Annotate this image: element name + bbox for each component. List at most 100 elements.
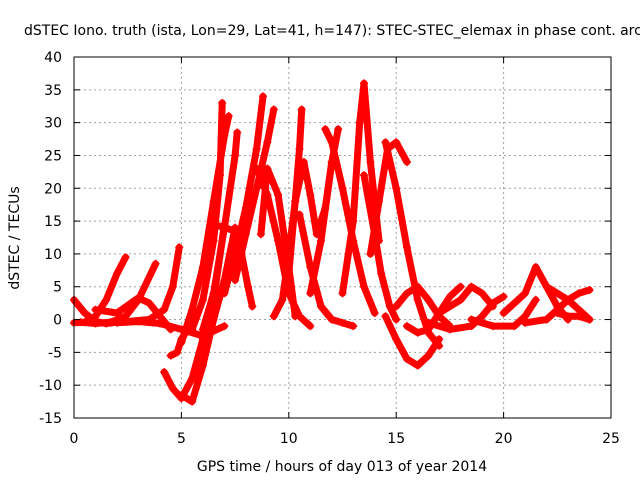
data-point: [381, 312, 390, 321]
data-point: [209, 315, 218, 324]
data-point: [377, 269, 386, 278]
data-point: [574, 289, 583, 298]
data-point: [349, 322, 358, 331]
data-point: [327, 138, 336, 147]
data-point: [456, 282, 465, 291]
data-point: [499, 308, 508, 317]
data-point: [209, 236, 218, 245]
data-series: [177, 112, 233, 347]
data-point: [392, 138, 401, 147]
data-point: [252, 144, 261, 153]
data-point: [338, 289, 347, 298]
data-point: [585, 286, 594, 295]
data-point: [151, 259, 160, 268]
data-point: [445, 325, 454, 334]
data-point: [392, 184, 401, 193]
data-point: [220, 223, 229, 232]
data-point: [413, 282, 422, 291]
data-point: [188, 325, 197, 334]
x-tick-label: 0: [70, 431, 79, 447]
y-tick-label: 15: [44, 214, 62, 230]
data-point: [553, 308, 562, 317]
chart-title: dSTEC Iono. truth (ista, Lon=29, Lat=41,…: [24, 23, 640, 39]
data-point: [585, 315, 594, 324]
data-point: [188, 374, 197, 383]
data-point: [256, 230, 265, 239]
data-point: [402, 158, 411, 167]
y-tick-label: 25: [44, 148, 62, 164]
series-line: [553, 309, 593, 323]
data-point: [366, 249, 375, 258]
data-point: [467, 282, 476, 291]
y-tick-label: -5: [48, 345, 62, 361]
data-point: [220, 322, 229, 331]
data-point: [252, 164, 261, 173]
data-point: [284, 269, 293, 278]
data-point: [231, 276, 240, 285]
series-line: [177, 224, 239, 406]
data-point: [435, 335, 444, 344]
data-point: [243, 282, 252, 291]
data-point: [76, 318, 85, 327]
y-tick-label: 10: [44, 247, 62, 263]
data-point: [121, 253, 130, 262]
data-point: [198, 295, 207, 304]
y-axis-title: dSTEC / TECUs: [7, 186, 23, 289]
x-tick-label: 5: [177, 431, 186, 447]
data-point: [252, 184, 261, 193]
x-tick-label: 25: [602, 431, 620, 447]
data-point: [370, 308, 379, 317]
data-point: [456, 295, 465, 304]
data-point: [297, 105, 306, 114]
data-point: [112, 318, 121, 327]
data-point: [338, 184, 347, 193]
data-point: [102, 295, 111, 304]
data-point: [173, 348, 182, 357]
data-point: [145, 299, 154, 308]
x-tick-labels: 0 5 10 15 20 25: [70, 431, 620, 447]
data-point: [531, 295, 540, 304]
data-point: [168, 282, 177, 291]
data-point: [327, 315, 336, 324]
data-point: [317, 236, 326, 245]
data-point: [269, 105, 278, 114]
data-point: [445, 292, 454, 301]
data-point: [112, 269, 121, 278]
data-series: [231, 105, 278, 285]
data-point: [355, 118, 364, 127]
x-tick-label: 15: [387, 431, 405, 447]
data-point: [231, 151, 240, 160]
data-series: [220, 92, 268, 298]
data-point: [134, 317, 143, 326]
data-point: [306, 190, 315, 199]
data-point: [334, 125, 343, 134]
y-tick-label: -15: [39, 411, 62, 427]
data-point: [478, 312, 487, 321]
data-point: [91, 319, 100, 328]
data-point: [392, 302, 401, 311]
data-point: [359, 171, 368, 180]
data-point: [209, 289, 218, 298]
y-tick-label: -10: [39, 378, 62, 394]
data-point: [424, 318, 433, 327]
plot-frame: [73, 56, 612, 419]
data-point: [521, 289, 530, 298]
y-tick-labels: -15 -10 -5 0 5 10 15 20 25 30 35 40: [39, 50, 62, 427]
data-point: [488, 302, 497, 311]
data-point: [402, 289, 411, 298]
data-point: [233, 128, 242, 137]
data-point: [381, 138, 390, 147]
data-point: [160, 305, 169, 314]
y-tick-label: 40: [44, 50, 62, 66]
data-point: [413, 361, 422, 370]
data-point: [424, 351, 433, 360]
data-point: [299, 158, 308, 167]
data-point: [467, 315, 476, 324]
data-point: [574, 312, 583, 321]
data-point: [542, 282, 551, 291]
data-point: [112, 308, 121, 317]
data-point: [278, 295, 287, 304]
data-point: [155, 319, 164, 328]
x-tick-label: 20: [495, 431, 513, 447]
data-point: [306, 289, 315, 298]
